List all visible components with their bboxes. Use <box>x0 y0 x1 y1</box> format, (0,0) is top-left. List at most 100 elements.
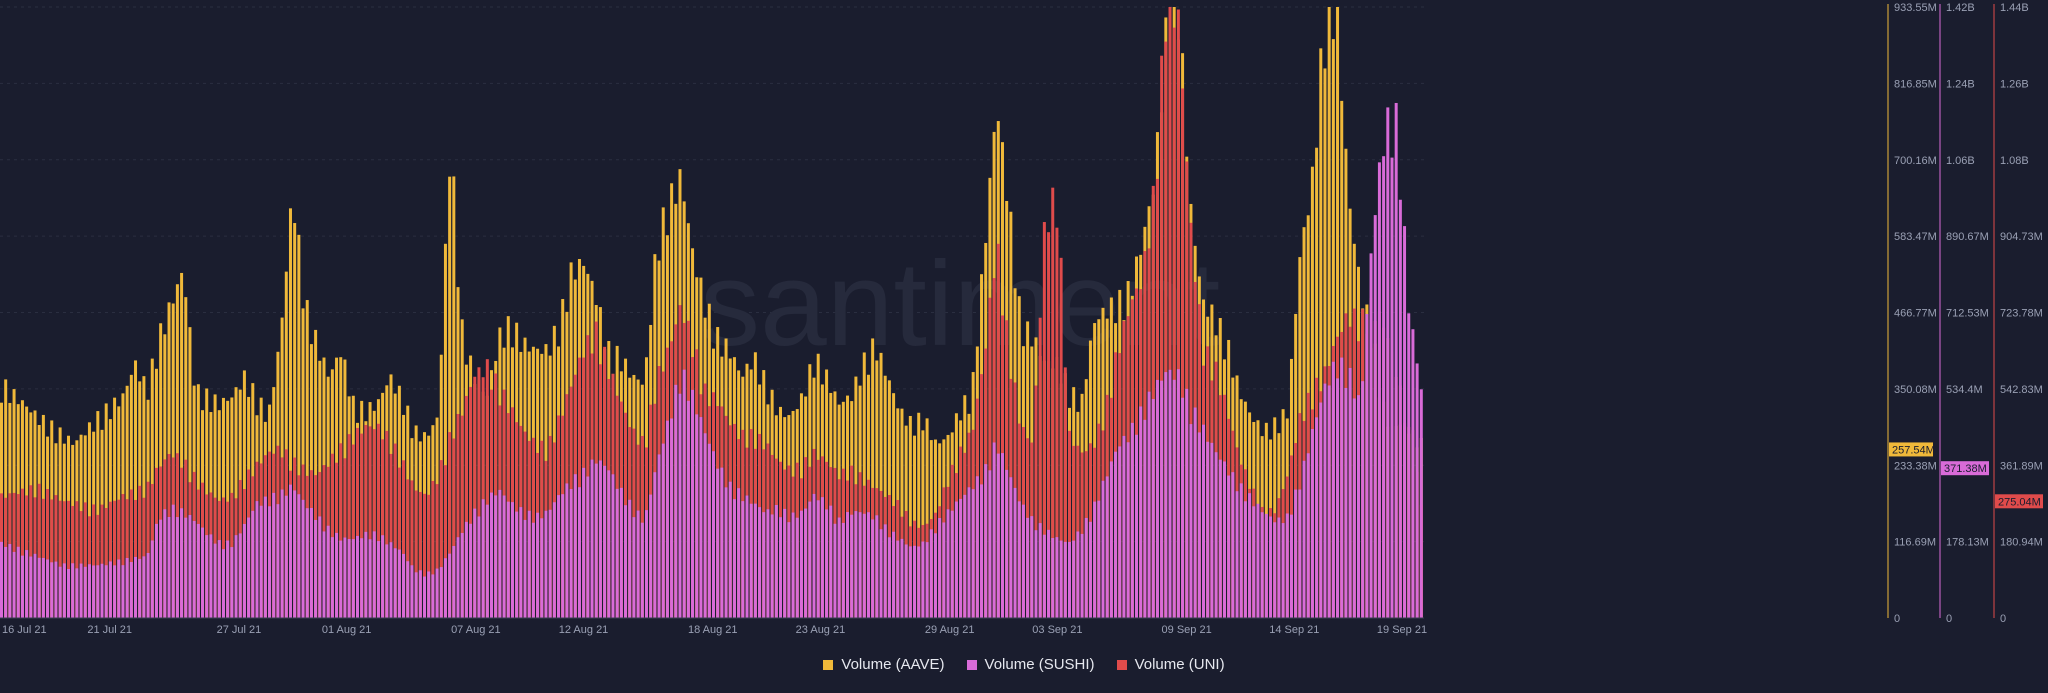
bar <box>410 480 414 618</box>
bar <box>297 234 301 619</box>
bar <box>125 557 129 618</box>
y-tick-label: 466.77M <box>1894 308 1937 320</box>
bar <box>309 507 313 618</box>
bar <box>975 476 979 618</box>
bar <box>268 506 272 618</box>
bar <box>1327 7 1331 618</box>
bar <box>959 498 963 618</box>
bar <box>992 442 996 618</box>
bar <box>954 501 958 618</box>
bar <box>1164 41 1168 619</box>
bar <box>988 470 992 618</box>
bar <box>837 517 841 618</box>
bar <box>1168 369 1172 618</box>
y-tick-label: 350.08M <box>1894 384 1937 396</box>
bar <box>1147 391 1151 618</box>
bar <box>134 360 138 618</box>
bar <box>540 518 544 618</box>
bar <box>25 550 29 618</box>
bar <box>917 412 921 618</box>
x-tick-label: 19 Sep 21 <box>1377 624 1427 636</box>
bar <box>62 563 66 618</box>
bar <box>607 470 611 618</box>
y-tick-label: 712.53M <box>1946 308 1989 320</box>
bar <box>402 553 406 618</box>
bar <box>804 508 808 618</box>
bar <box>1369 253 1373 618</box>
bar <box>1051 538 1055 618</box>
bar <box>779 517 782 618</box>
bar <box>372 531 376 618</box>
bar <box>1135 434 1138 618</box>
bar <box>519 507 523 618</box>
y-tick-label: 1.06B <box>1946 155 1975 167</box>
bar <box>452 176 456 618</box>
bar <box>418 491 422 618</box>
bar <box>762 512 766 618</box>
bar <box>1168 7 1172 618</box>
bar <box>117 559 121 618</box>
bar <box>770 514 774 618</box>
bar <box>548 509 552 618</box>
x-tick-label: 14 Sep 21 <box>1269 624 1319 636</box>
bar <box>372 429 376 618</box>
bar <box>301 499 305 618</box>
bar <box>783 508 787 618</box>
bar <box>682 369 686 618</box>
bar <box>397 467 401 618</box>
bar <box>288 484 292 618</box>
current-value-label: 275.04M <box>1998 496 2041 508</box>
bar <box>1243 501 1247 618</box>
bar <box>1218 459 1222 618</box>
bar <box>142 556 146 618</box>
bar <box>469 523 473 618</box>
bar <box>896 540 900 618</box>
bar <box>1344 387 1348 618</box>
bar <box>381 439 385 618</box>
bar <box>967 487 971 618</box>
legend-item-aave[interactable]: Volume (AAVE) <box>823 656 945 673</box>
bar <box>913 545 917 618</box>
bar <box>87 564 91 618</box>
bar <box>665 420 669 618</box>
bar <box>414 490 418 618</box>
bar <box>410 565 414 618</box>
bar <box>180 508 184 618</box>
bar <box>510 502 514 618</box>
legend-item-sushi[interactable]: Volume (SUSHI) <box>966 656 1095 673</box>
bar <box>330 537 334 618</box>
bar <box>448 432 452 618</box>
bar <box>515 511 519 618</box>
y-tick-label: 816.85M <box>1894 78 1937 90</box>
bar <box>1256 503 1260 618</box>
bar <box>1294 489 1298 618</box>
bar <box>1323 68 1327 619</box>
bar <box>364 425 368 618</box>
bar <box>427 494 431 618</box>
bar <box>397 549 401 618</box>
bar <box>276 504 280 618</box>
bar <box>904 544 908 618</box>
bar <box>1172 379 1176 618</box>
bar <box>485 504 489 618</box>
x-tick-label: 03 Sep 21 <box>1032 624 1082 636</box>
bar <box>146 481 150 618</box>
legend-item-uni[interactable]: Volume (UNI) <box>1116 656 1225 673</box>
current-value-label: 371.38M <box>1944 463 1987 475</box>
bar <box>448 553 452 618</box>
bar <box>368 539 372 618</box>
bar <box>741 501 745 618</box>
bar <box>305 508 309 618</box>
bar <box>883 375 887 618</box>
bar <box>305 300 309 618</box>
bar <box>716 468 720 618</box>
bar <box>435 484 439 618</box>
bar <box>188 515 192 618</box>
bar <box>573 474 577 618</box>
bar <box>1298 489 1302 618</box>
x-tick-label: 27 Jul 21 <box>217 624 262 636</box>
bar <box>1273 522 1277 618</box>
bar <box>624 505 628 618</box>
bar <box>121 494 125 618</box>
bar <box>1026 517 1030 618</box>
